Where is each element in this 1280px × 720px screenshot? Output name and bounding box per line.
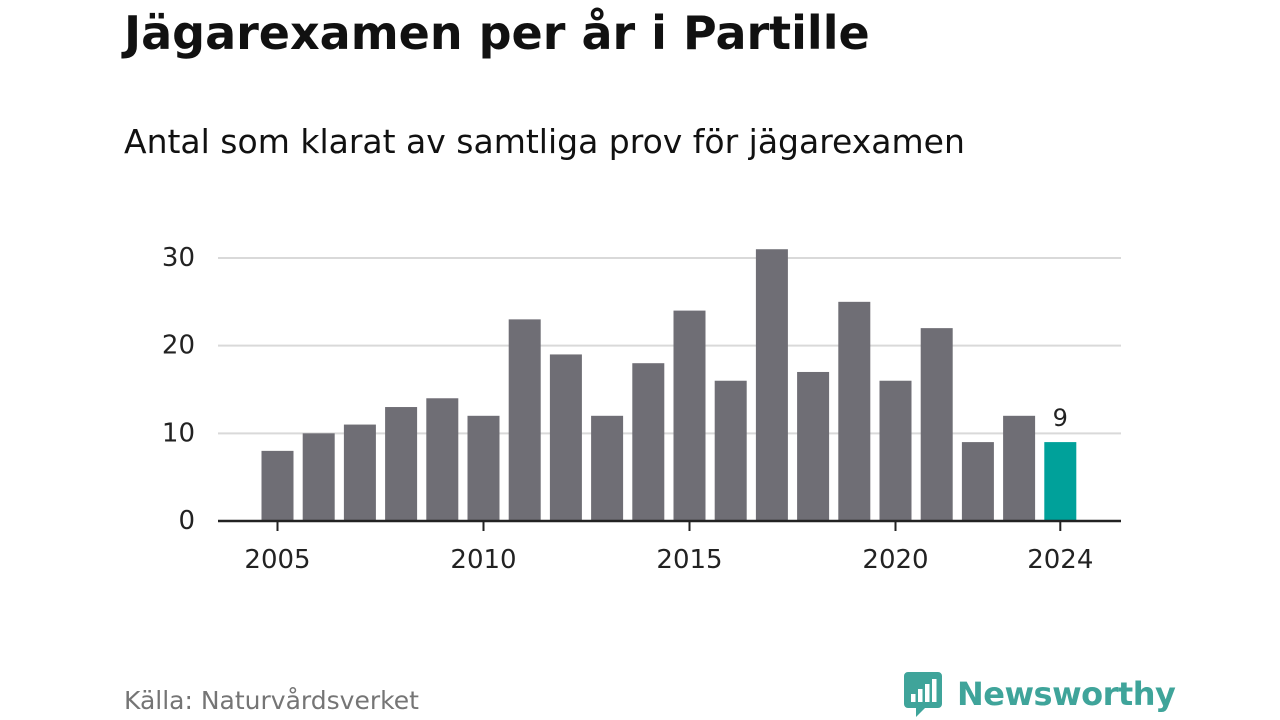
brand-name: Newsworthy [957,675,1176,713]
gridlines [218,257,1121,435]
y-tick-label: 10 [162,418,195,448]
source-note: Källa: Naturvårdsverket [124,686,419,715]
y-tick-label: 20 [162,331,195,361]
bar-chart: 0 10 20 30 9 2005 2010 2015 2020 2024 [162,243,1121,575]
bar [302,433,335,521]
data-label: 9 [1053,404,1068,432]
x-tick-label: 2020 [862,545,928,575]
newsworthy-logo-icon [904,672,942,717]
bar [879,380,912,521]
bar [1003,415,1036,521]
y-tick-label: 0 [178,506,195,536]
bar [508,319,541,521]
x-tick-label: 2015 [656,545,722,575]
bar [385,407,418,521]
brand-logo: Newsworthy [903,670,1176,718]
bars [261,249,1077,521]
bar [591,415,624,521]
chart-subtitle: Antal som klarat av samtliga prov för jä… [124,122,965,161]
x-tick-label: 2024 [1027,545,1093,575]
bar [961,442,994,521]
bar [838,301,871,521]
bar [755,249,788,521]
bar [797,371,830,521]
bar [714,380,747,521]
bar [549,354,582,521]
bar [632,363,665,521]
x-axis: 2005 2010 2015 2020 2024 [218,519,1121,575]
bar [673,310,706,521]
bar-highlight [1044,442,1077,521]
y-axis-ticks: 0 10 20 30 [162,243,195,536]
bar [920,328,953,521]
y-tick-label: 30 [162,243,195,273]
chart-title: Jägarexamen per år i Partille [124,6,870,60]
x-tick-label: 2005 [244,545,310,575]
bar [343,424,376,521]
x-tick-label: 2010 [450,545,516,575]
bar [467,415,500,521]
bar [426,398,459,521]
bar [261,450,294,521]
data-labels: 9 [1053,404,1068,432]
